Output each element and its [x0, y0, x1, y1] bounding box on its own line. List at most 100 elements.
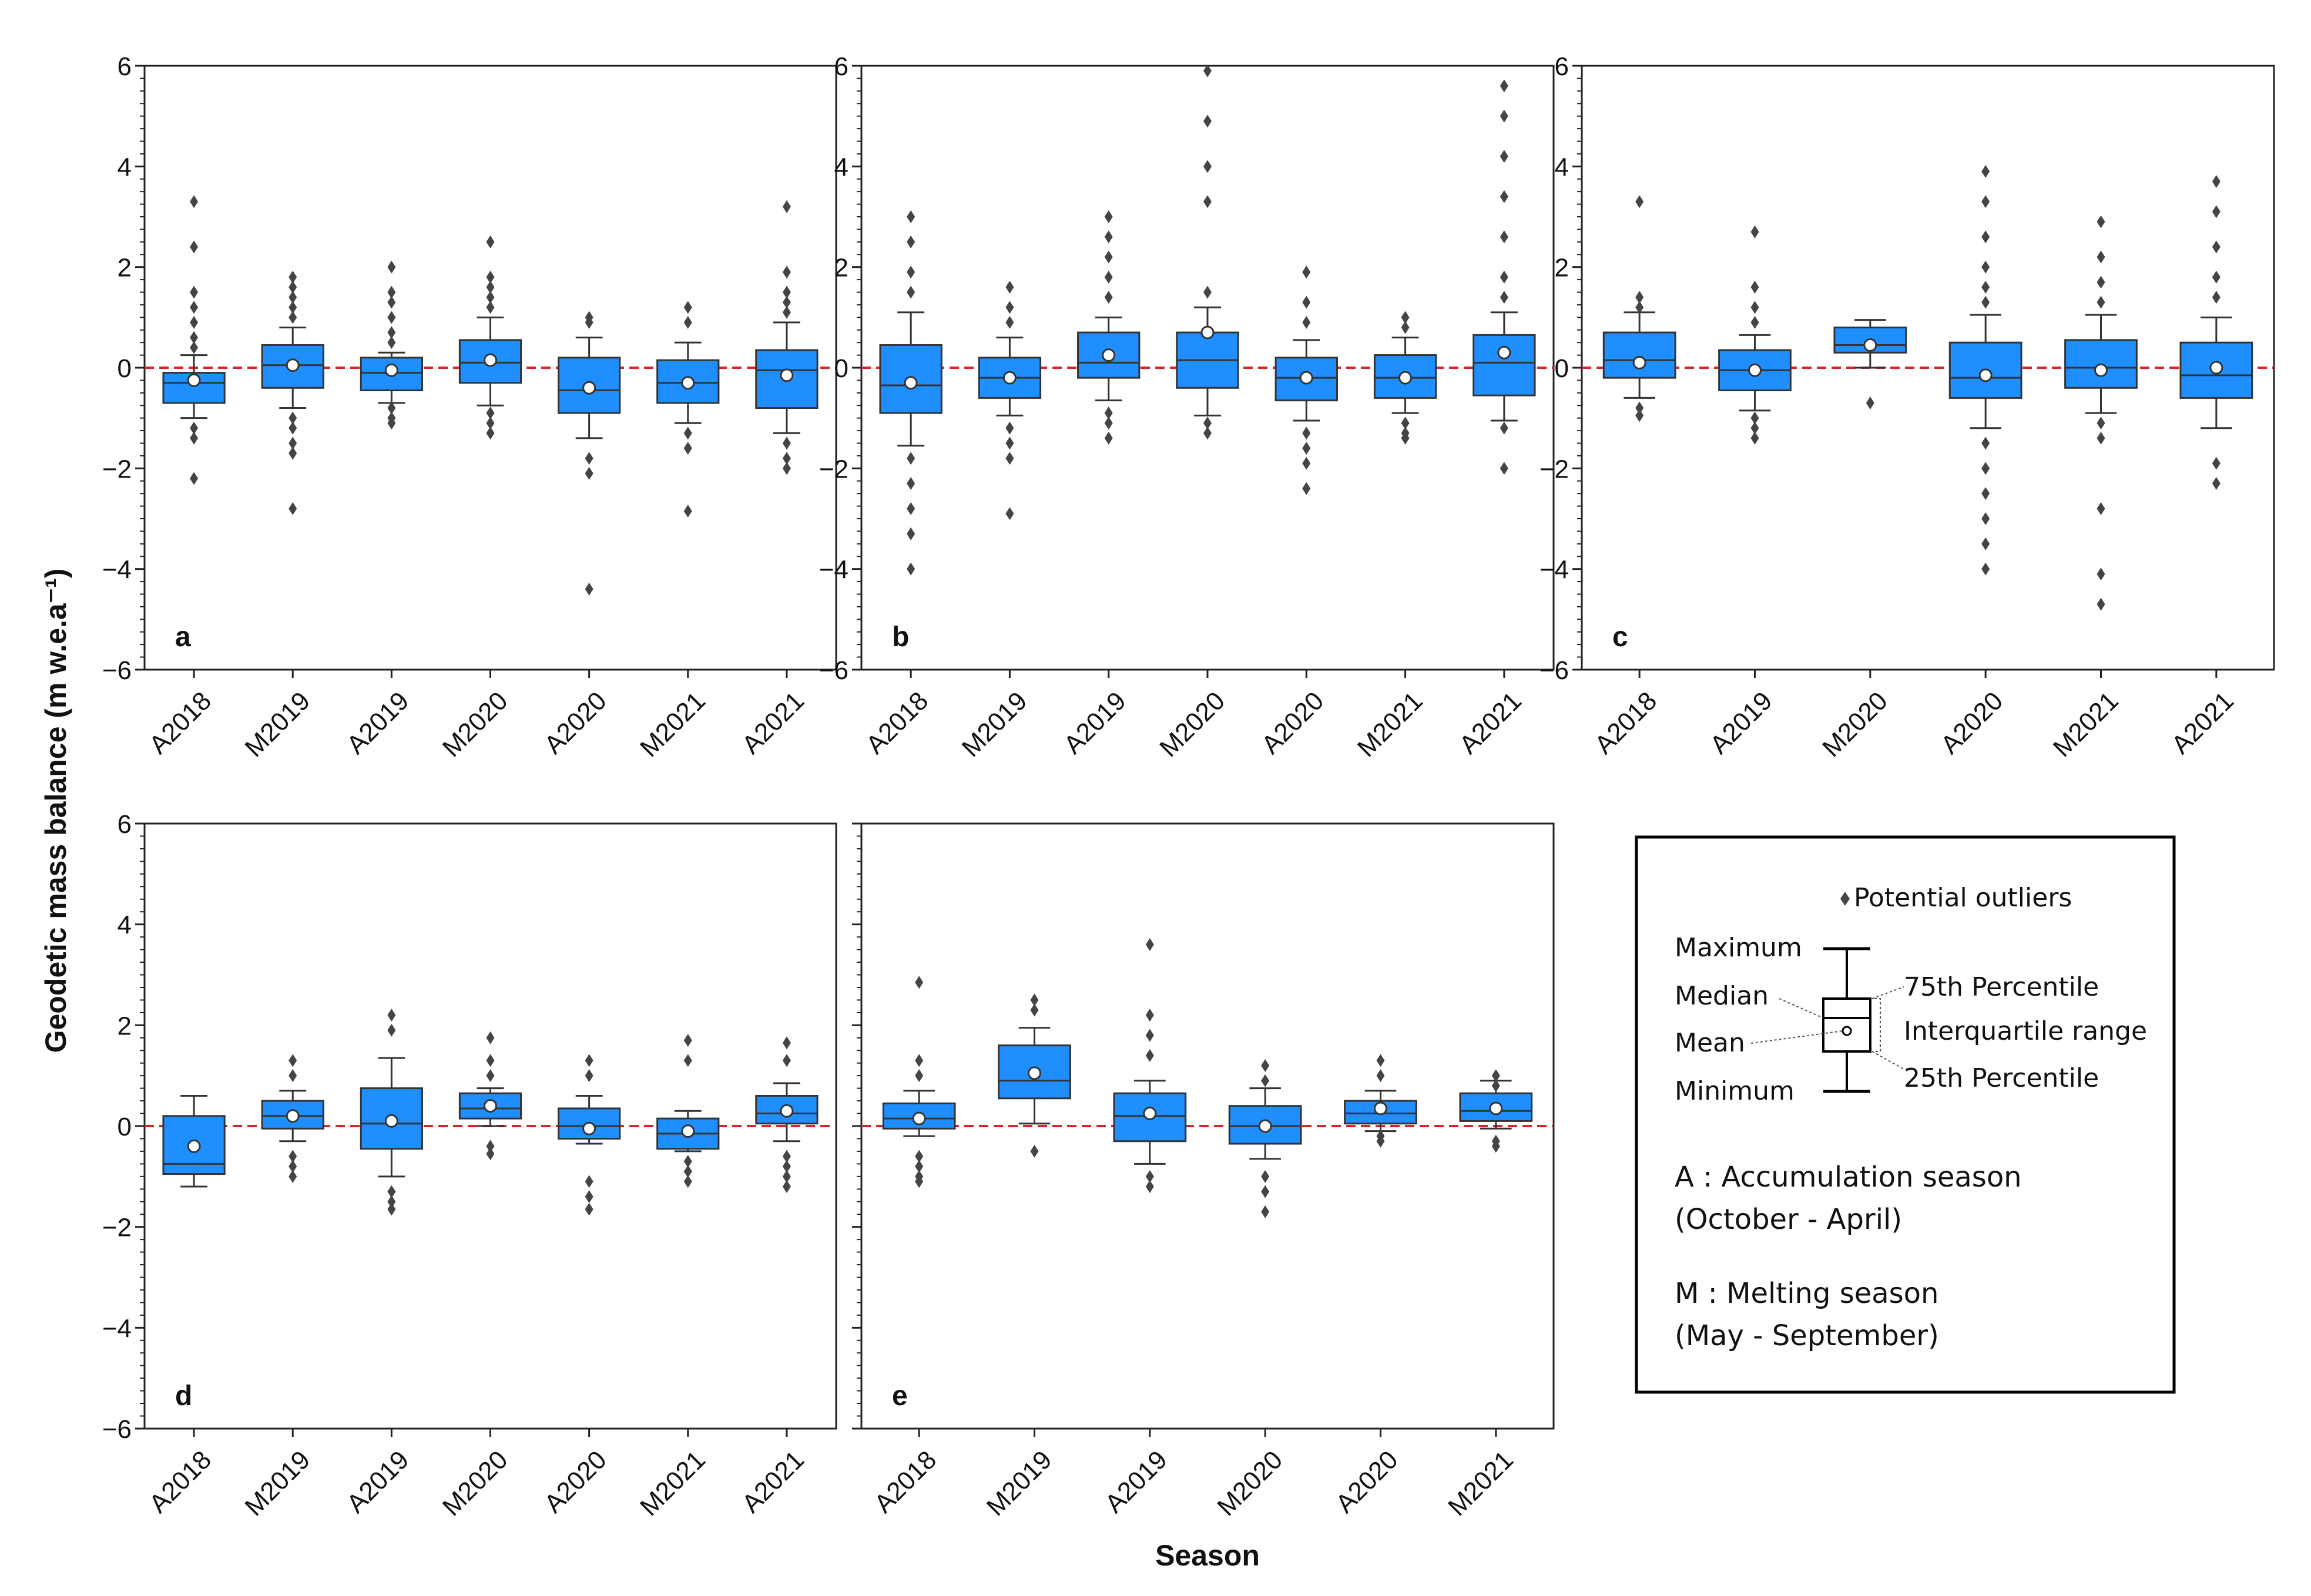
legend-season-m-line1: M : Melting season — [1675, 1277, 1938, 1310]
outlier-point — [486, 416, 495, 430]
outlier-point — [1005, 421, 1014, 435]
x-tick-label: M2019 — [239, 686, 316, 762]
mean-marker — [582, 1121, 596, 1135]
outlier-point — [1203, 64, 1212, 78]
box-M2020 — [1176, 64, 1239, 440]
mean-marker — [1748, 363, 1762, 377]
outlier-point — [1203, 416, 1212, 430]
box-M2019 — [261, 270, 324, 515]
outlier-point — [1104, 416, 1113, 430]
mean-marker — [1028, 1066, 1041, 1080]
outlier-point — [2097, 295, 2105, 309]
outlier-point — [190, 341, 199, 354]
outlier-point — [1005, 507, 1014, 520]
outlier-point — [486, 1069, 495, 1083]
outlier-point — [1030, 993, 1039, 1007]
y-tick-label: 6 — [1555, 52, 1569, 81]
outlier-point — [190, 331, 199, 344]
y-tick-label: 4 — [118, 911, 132, 940]
y-tick-label: −2 — [1539, 455, 1569, 483]
legend-mean-label: Mean — [1675, 1028, 1745, 1058]
mean-marker — [1200, 325, 1215, 340]
mean-marker — [904, 376, 918, 390]
x-tick-label: A2018 — [144, 1445, 217, 1518]
outlier-point — [1005, 315, 1014, 329]
x-tick-label: M2020 — [1817, 686, 1893, 762]
outlier-point — [387, 1023, 396, 1037]
box-A2018 — [882, 976, 956, 1188]
panel-b: −6 −4 −2 0 2 4 6 A2018 M2019 A2019 M2020 A2020 M2021… — [819, 52, 1555, 762]
box-M2021 — [2064, 215, 2138, 611]
outlier-point — [2097, 215, 2105, 229]
x-tick-label: M2021 — [2048, 686, 2124, 762]
mean-marker — [1497, 345, 1511, 359]
outlier-point — [683, 1155, 692, 1168]
outlier-point — [585, 1202, 593, 1216]
outlier-point — [1500, 270, 1508, 284]
outlier-point — [2212, 291, 2221, 304]
x-tick-label: A2018 — [861, 686, 934, 760]
outlier-point — [1750, 315, 1759, 329]
mean-marker — [1978, 368, 1993, 382]
box-A2020 — [1274, 266, 1338, 495]
outlier-point — [486, 1140, 495, 1153]
outlier-point — [1302, 456, 1311, 470]
outlier-point — [387, 1202, 396, 1216]
outlier-point — [289, 291, 297, 304]
legend-season-a-line1: A : Accumulation season — [1675, 1161, 2022, 1194]
outlier-point — [1376, 1069, 1385, 1083]
legend-p75-label: 75th Percentile — [1904, 972, 2099, 1002]
mean-marker — [384, 363, 398, 377]
y-tick-label: −4 — [102, 556, 132, 584]
outlier-point — [782, 285, 791, 299]
y-tick-label: −6 — [1539, 656, 1569, 685]
x-tick-label: A2019 — [1099, 1445, 1173, 1518]
outlier-point — [1030, 1144, 1039, 1158]
outlier-point — [782, 295, 791, 309]
box-M2020 — [458, 235, 522, 440]
outlier-point — [585, 452, 593, 465]
outlier-point — [683, 1165, 692, 1178]
x-tick-label: A2021 — [2166, 686, 2239, 760]
legend-median-pointer — [1779, 998, 1824, 1019]
outlier-point — [1302, 482, 1311, 495]
outlier-point — [289, 280, 297, 294]
box-M2021 — [1459, 1069, 1533, 1153]
y-tick-label: 6 — [834, 52, 848, 81]
outlier-point — [782, 200, 791, 213]
outlier-point — [1750, 280, 1759, 294]
mean-marker — [582, 381, 596, 395]
x-tick-label: M2020 — [1212, 1445, 1288, 1521]
outlier-point — [907, 562, 915, 576]
legend-mean-marker — [1842, 1026, 1852, 1036]
outlier-point — [1005, 452, 1014, 465]
legend-outlier-marker — [1840, 892, 1850, 906]
panel-label: b — [892, 621, 909, 653]
x-tick-label: M2019 — [239, 1445, 316, 1521]
outlier-point — [2212, 456, 2221, 470]
outlier-point — [1500, 462, 1508, 475]
y-tick-label: −6 — [102, 1415, 132, 1444]
outlier-point — [1005, 280, 1014, 294]
outlier-point — [2097, 250, 2105, 264]
legend-median-label: Median — [1675, 981, 1769, 1011]
outlier-point — [907, 210, 915, 223]
outlier-point — [782, 436, 791, 450]
outlier-point — [1981, 195, 1990, 209]
outlier-point — [486, 1054, 495, 1067]
x-tick-label: M2021 — [635, 686, 711, 762]
outlier-point — [1030, 1003, 1039, 1017]
y-tick-label: 0 — [118, 1113, 132, 1141]
mean-marker — [1863, 338, 1877, 352]
box-A2020 — [558, 1054, 621, 1216]
x-tick-label: A2020 — [1256, 686, 1330, 760]
outlier-point — [1500, 79, 1508, 93]
box-A2019 — [1718, 225, 1792, 445]
outlier-point — [1500, 109, 1508, 123]
mean-marker — [1002, 371, 1017, 385]
box-A2019 — [1113, 938, 1187, 1193]
outlier-point — [1302, 442, 1311, 455]
box-A2020 — [558, 311, 621, 596]
legend-p75-pointer — [1871, 986, 1904, 999]
outlier-point — [1145, 938, 1154, 951]
